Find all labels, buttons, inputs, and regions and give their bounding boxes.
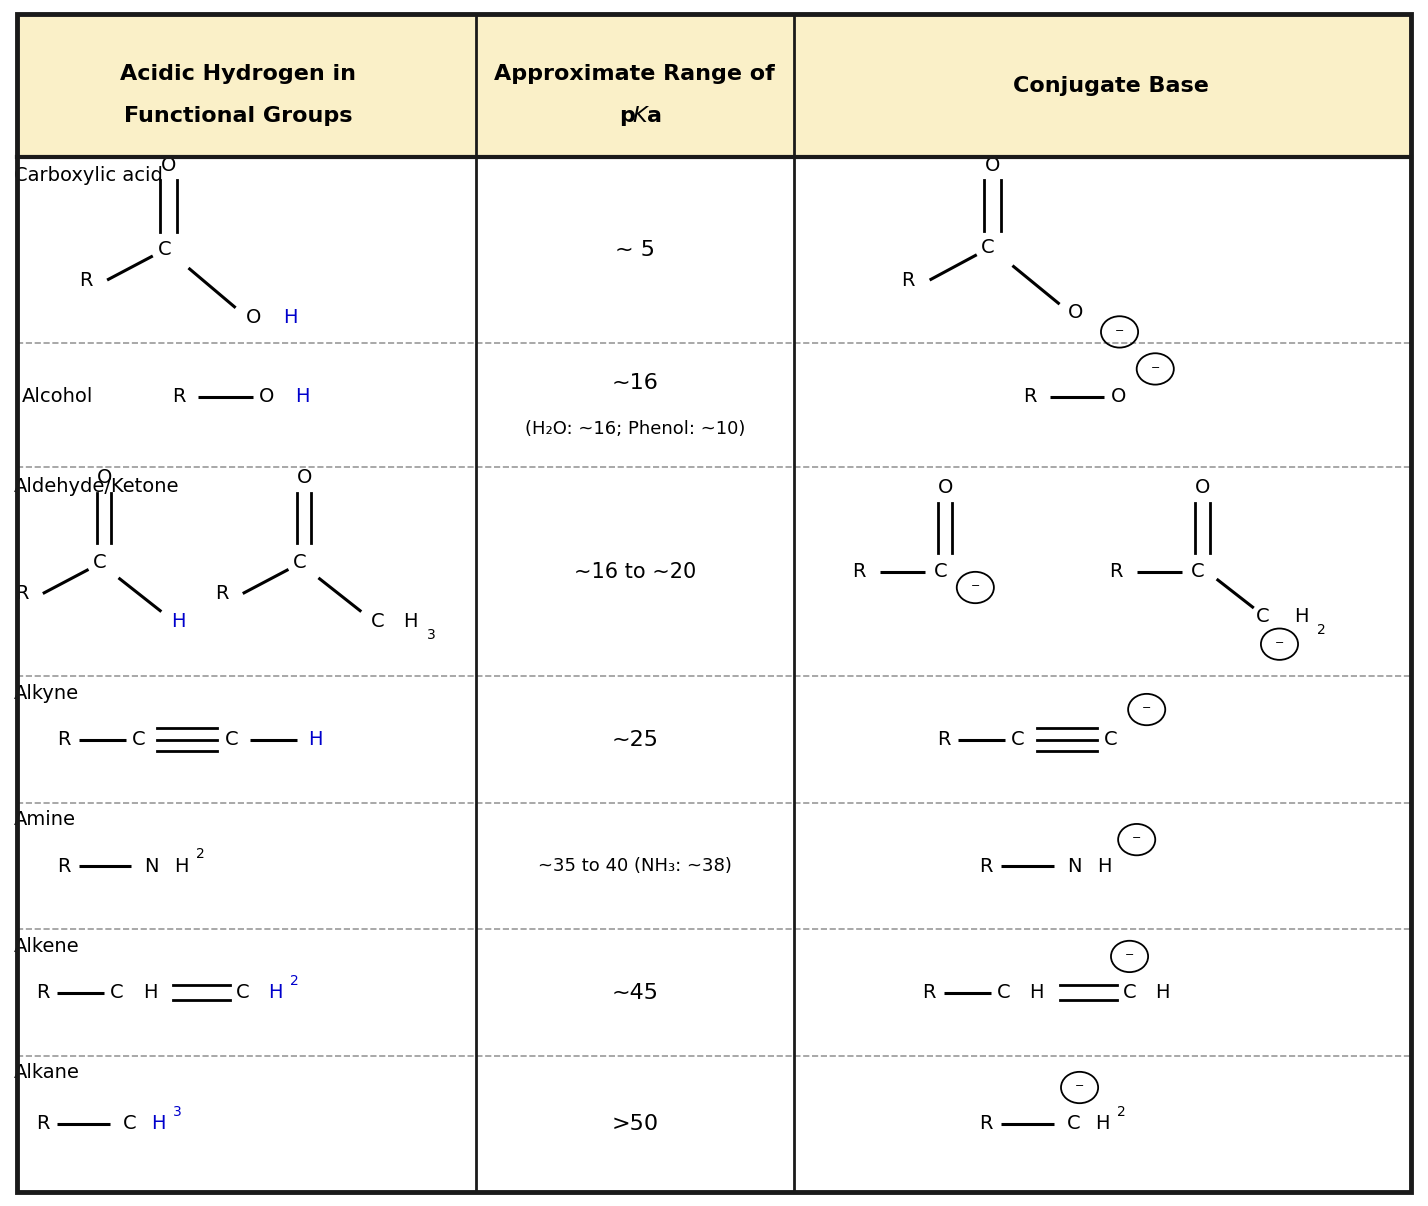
Text: −: − [1275,638,1284,648]
Text: N: N [1067,856,1081,876]
Text: H: H [174,856,188,876]
Text: C: C [131,730,146,749]
Text: R: R [57,856,70,876]
Text: O: O [161,156,176,175]
Text: R: R [853,562,865,581]
Text: C: C [1067,1114,1081,1134]
Text: C: C [371,611,386,631]
Text: R: R [980,1114,992,1134]
Text: ~16 to ~20: ~16 to ~20 [574,562,695,581]
Text: C: C [1255,607,1269,626]
Text: ~45: ~45 [611,983,658,1002]
Text: R: R [937,730,950,749]
Text: R: R [1022,387,1037,406]
Text: R: R [36,1114,49,1134]
Text: R: R [216,584,228,603]
Text: ~35 to 40 (NH₃: ~38): ~35 to 40 (NH₃: ~38) [538,857,731,876]
Text: O: O [938,478,952,497]
Text: O: O [1195,478,1210,497]
Text: Carboxylic acid: Carboxylic acid [14,166,163,186]
Text: H: H [283,308,297,327]
Text: (H₂O: ~16; Phenol: ~10): (H₂O: ~16; Phenol: ~10) [524,420,745,438]
Text: Aldehyde/Ketone: Aldehyde/Ketone [14,476,180,496]
Text: R: R [16,584,29,603]
Text: H: H [1155,983,1170,1002]
Text: Alcohol: Alcohol [21,387,93,406]
Text: N: N [144,856,159,876]
Text: H: H [171,611,186,631]
Text: 2: 2 [1317,622,1325,637]
Text: −: − [1125,950,1134,960]
Text: −: − [1115,326,1124,335]
Text: H: H [1030,983,1044,1002]
Text: ~25: ~25 [611,730,658,750]
Text: H: H [403,611,417,631]
Text: 3: 3 [173,1105,181,1119]
Bar [17,14,1411,157]
Text: $\mathit{K}$a: $\mathit{K}$a [631,106,661,125]
Text: C: C [1011,730,1025,749]
Text: C: C [93,552,107,572]
Text: C: C [236,983,250,1002]
Text: C: C [934,562,948,581]
Text: H: H [143,983,157,1002]
Text: Acidic Hydrogen in: Acidic Hydrogen in [120,64,356,83]
Text: C: C [157,240,171,259]
Text: C: C [224,730,238,749]
Text: −: − [971,581,980,591]
Text: C: C [123,1114,137,1134]
Text: C: C [110,983,124,1002]
Text: R: R [79,270,93,289]
Text: p: p [618,106,634,125]
Text: R: R [57,730,70,749]
Text: H: H [1097,856,1111,876]
Text: R: R [1110,562,1122,581]
Text: Alkene: Alkene [14,937,80,955]
Text: H: H [1294,607,1308,626]
Text: C: C [1191,562,1205,581]
Text: −: − [1142,703,1151,713]
Text: R: R [980,856,992,876]
Text: C: C [981,238,995,257]
Text: −: − [1075,1082,1084,1091]
Text: R: R [36,983,49,1002]
Text: H: H [1095,1114,1110,1134]
Text: >50: >50 [611,1113,658,1134]
Text: Amine: Amine [14,810,76,830]
Text: C: C [1104,730,1118,749]
Text: −: − [1151,363,1160,373]
Text: H: H [268,983,283,1002]
Text: 2: 2 [1117,1105,1125,1119]
Text: Alkane: Alkane [14,1064,80,1082]
Text: O: O [985,156,1000,175]
Text: R: R [171,387,186,406]
Text: C: C [997,983,1011,1002]
Text: Functional Groups: Functional Groups [123,106,353,125]
Text: H: H [308,730,323,749]
Text: C: C [293,552,307,572]
Text: C: C [1122,983,1137,1002]
Text: O: O [1068,303,1084,322]
Text: O: O [260,387,274,406]
Text: H: H [296,387,310,406]
Text: R: R [922,983,935,1002]
Text: O: O [297,468,311,487]
Text: Alkyne: Alkyne [14,684,80,703]
Text: O: O [97,468,111,487]
Text: Conjugate Base: Conjugate Base [1012,76,1210,95]
Text: Approximate Range of: Approximate Range of [494,64,775,83]
Text: 2: 2 [290,973,298,988]
Text: ~16: ~16 [611,374,658,393]
Text: O: O [246,308,261,327]
Text: −: − [1132,833,1141,843]
Text: 3: 3 [427,627,436,642]
Text: ~ 5: ~ 5 [614,240,655,260]
Text: O: O [1111,387,1125,406]
Text: R: R [901,270,915,289]
Text: 2: 2 [196,847,204,861]
Text: H: H [151,1114,166,1134]
